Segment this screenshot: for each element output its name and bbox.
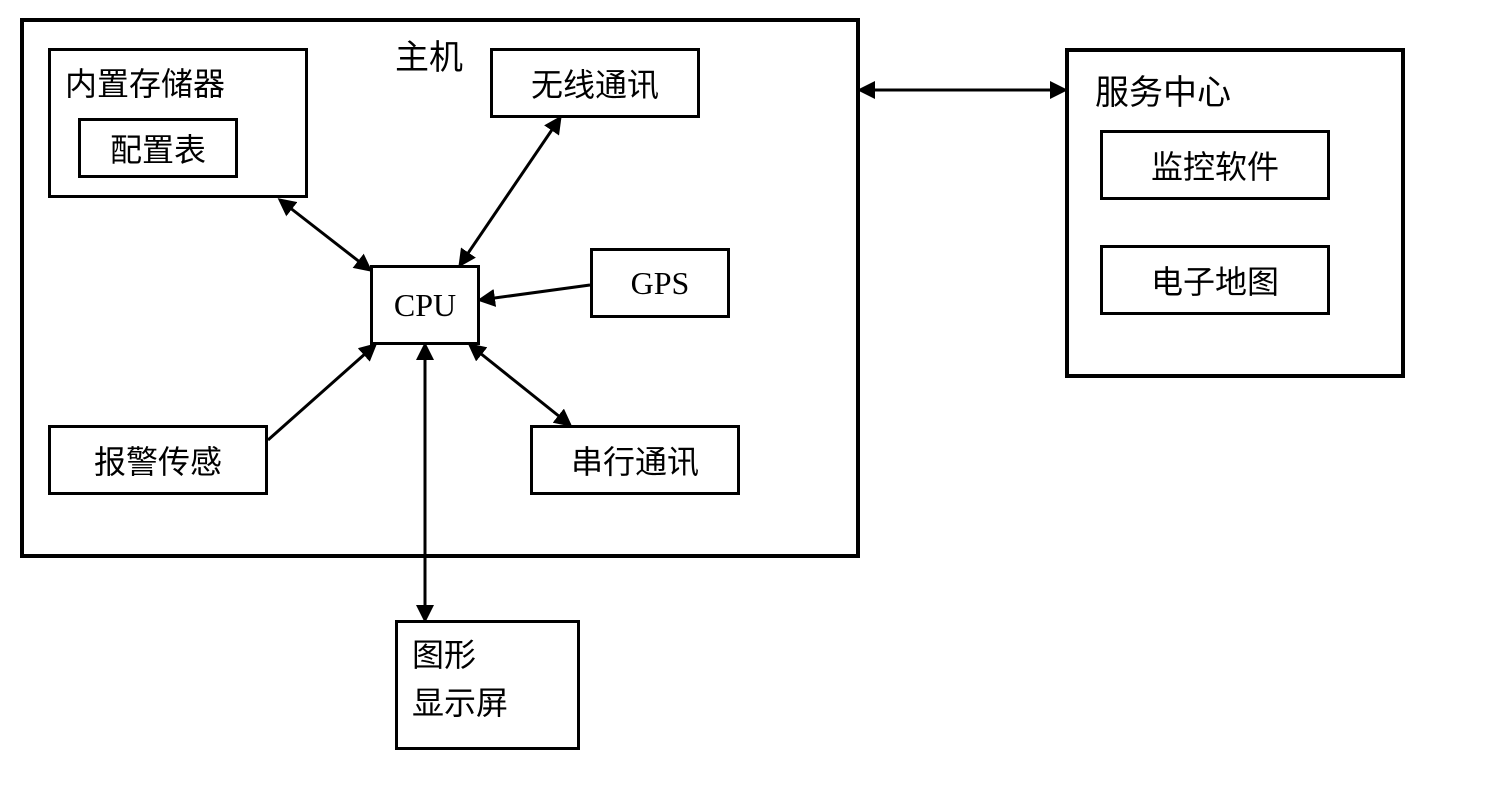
cpu-label: CPU bbox=[394, 287, 456, 324]
display-label-line2: 显示屏 bbox=[412, 679, 508, 727]
wireless-box: 无线通讯 bbox=[490, 48, 700, 118]
wireless-label: 无线通讯 bbox=[531, 60, 659, 106]
service-center-title: 服务中心 bbox=[1095, 65, 1231, 114]
storage-label: 内置存储器 bbox=[65, 59, 225, 105]
alarm-box: 报警传感 bbox=[48, 425, 268, 495]
emap-box: 电子地图 bbox=[1100, 245, 1330, 315]
cpu-box: CPU bbox=[370, 265, 480, 345]
config-table-label: 配置表 bbox=[110, 125, 206, 171]
serial-box: 串行通讯 bbox=[530, 425, 740, 495]
config-table-box: 配置表 bbox=[78, 118, 238, 178]
emap-label: 电子地图 bbox=[1151, 257, 1279, 303]
main-unit-title: 主机 bbox=[395, 30, 463, 79]
display-box: 图形 显示屏 bbox=[395, 620, 580, 750]
gps-label: GPS bbox=[631, 265, 690, 302]
alarm-label: 报警传感 bbox=[94, 437, 222, 483]
display-label-line1: 图形 bbox=[412, 631, 476, 679]
serial-label: 串行通讯 bbox=[571, 437, 699, 483]
gps-box: GPS bbox=[590, 248, 730, 318]
monitor-box: 监控软件 bbox=[1100, 130, 1330, 200]
monitor-label: 监控软件 bbox=[1151, 142, 1279, 188]
